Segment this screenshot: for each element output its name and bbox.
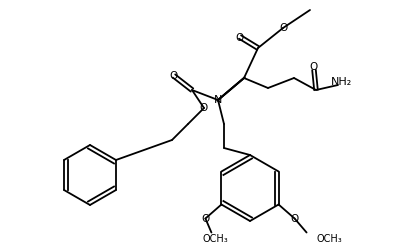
Text: O: O bbox=[170, 71, 178, 81]
Text: N: N bbox=[214, 95, 222, 105]
Text: O: O bbox=[236, 33, 244, 43]
Text: O: O bbox=[201, 213, 210, 224]
Text: NH₂: NH₂ bbox=[331, 77, 353, 87]
Text: O: O bbox=[200, 103, 208, 113]
Text: O: O bbox=[279, 23, 287, 33]
Text: O: O bbox=[290, 213, 299, 224]
Text: OCH₃: OCH₃ bbox=[202, 235, 228, 244]
Text: O: O bbox=[309, 62, 317, 72]
Text: OCH₃: OCH₃ bbox=[317, 234, 342, 243]
